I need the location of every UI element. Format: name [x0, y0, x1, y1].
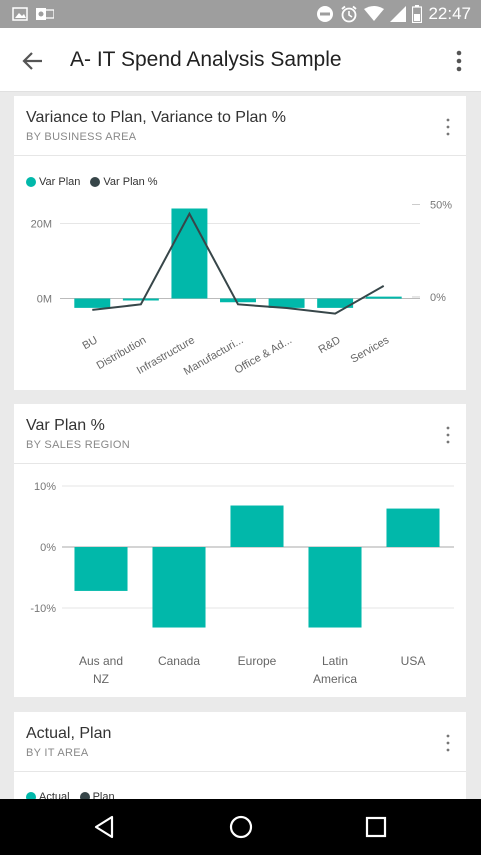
app-bar: A- IT Spend Analysis Sample [0, 28, 481, 92]
chart-bar [152, 547, 206, 628]
x-axis-tick-label: America [313, 672, 357, 686]
card-variance-to-plan[interactable]: Variance to Plan, Variance to Plan % BY … [14, 96, 466, 390]
card-title: Actual, Plan [26, 725, 112, 742]
legend-label: Var Plan % [103, 176, 158, 188]
chart-legend: Actual Plan [26, 791, 115, 799]
chart-bar [365, 296, 402, 299]
dashboard-content[interactable]: Variance to Plan, Variance to Plan % BY … [0, 92, 481, 799]
legend-label: Plan [92, 791, 115, 799]
x-axis-tick-label: BU [81, 334, 100, 352]
chart-line-series [92, 211, 385, 315]
card-subtitle: BY SALES REGION [26, 439, 130, 451]
y-axis-left-tick-label: 20M [31, 219, 52, 231]
y-axis-right-tick-label: 0% [430, 292, 446, 304]
card-subtitle: BY BUSINESS AREA [26, 131, 137, 143]
alarm-icon [341, 5, 358, 23]
chart-bar [317, 298, 354, 308]
y-axis-tick-label: 0% [40, 542, 56, 554]
y-axis-tick-label: 10% [34, 481, 56, 493]
more-options-icon[interactable] [453, 48, 465, 74]
card-more-icon[interactable] [444, 116, 452, 138]
legend-item-var-plan: Var Plan [26, 176, 80, 188]
chart-bar [74, 547, 128, 591]
card-header: Variance to Plan, Variance to Plan % BY … [14, 96, 466, 156]
card-more-icon[interactable] [444, 424, 452, 446]
status-time: 22:47 [428, 4, 471, 23]
card-var-plan-pct[interactable]: Var Plan % BY SALES REGION 10% 0% -10% Aus … [14, 404, 466, 697]
x-axis-tick-label: Latin [322, 654, 348, 668]
chart-bar [308, 547, 362, 628]
card-title: Var Plan % [26, 417, 105, 434]
wifi-icon [364, 6, 385, 21]
chart-bar [220, 298, 256, 303]
back-arrow-icon[interactable] [20, 48, 46, 74]
y-axis-right-tick-label: 50% [430, 199, 452, 211]
chart-bar [74, 298, 111, 308]
nav-back-icon[interactable] [92, 814, 118, 840]
card-subtitle: BY IT AREA [26, 747, 89, 759]
nav-home-icon[interactable] [228, 814, 254, 840]
chart-bar [122, 298, 159, 301]
legend-item-plan: Plan [79, 791, 115, 799]
card-actual-plan[interactable]: Actual, Plan BY IT AREA Actual Plan [14, 712, 466, 799]
legend-dot [26, 792, 36, 799]
x-axis-tick-label: NZ [93, 672, 109, 686]
legend-dot [90, 177, 101, 187]
dnd-icon [317, 6, 334, 22]
x-axis-tick-label: Canada [158, 654, 200, 668]
battery-icon [412, 5, 423, 23]
y-axis-tick-label: -10% [30, 603, 56, 615]
legend-dot [79, 792, 90, 799]
status-bar: 22:47 [0, 0, 481, 28]
x-axis-tick-label: Europe [238, 654, 277, 668]
chart-bar [386, 508, 440, 547]
x-axis-tick-label: USA [401, 654, 426, 668]
legend-item-actual: Actual [26, 791, 70, 799]
nav-recents-icon[interactable] [363, 814, 389, 840]
x-axis-tick-label: R&D [317, 334, 343, 356]
legend-dot [26, 177, 36, 187]
x-axis-tick-label: Aus and [79, 654, 123, 668]
gallery-icon [12, 7, 28, 21]
x-axis-tick-label: Services [349, 334, 392, 366]
navigation-bar [0, 799, 481, 855]
legend-label: Var Plan [39, 176, 81, 188]
card-header: Var Plan % BY SALES REGION [14, 404, 466, 464]
bar-chart-sales-region[interactable]: 10% 0% -10% Aus and NZ Canada Europe Latin Ameri… [14, 464, 466, 697]
outlook-icon [36, 8, 54, 20]
y-axis-left-tick-label: 0M [37, 294, 52, 306]
chart-bar [171, 208, 208, 299]
chart-legend: Var Plan Var Plan % [26, 176, 158, 188]
chart-bar [268, 298, 305, 308]
card-title: Variance to Plan, Variance to Plan % [26, 109, 286, 126]
card-more-icon[interactable] [444, 732, 452, 754]
card-header: Actual, Plan BY IT AREA [14, 712, 466, 772]
page-title: A- IT Spend Analysis Sample [70, 48, 342, 71]
legend-item-var-plan-pct: Var Plan % [90, 176, 158, 188]
combo-chart-business-area[interactable]: 20M0M50%0%BUDistributionInfrastructureMa… [14, 156, 466, 390]
signal-icon [390, 6, 407, 22]
chart-bar [230, 505, 284, 547]
legend-label: Actual [39, 791, 70, 799]
